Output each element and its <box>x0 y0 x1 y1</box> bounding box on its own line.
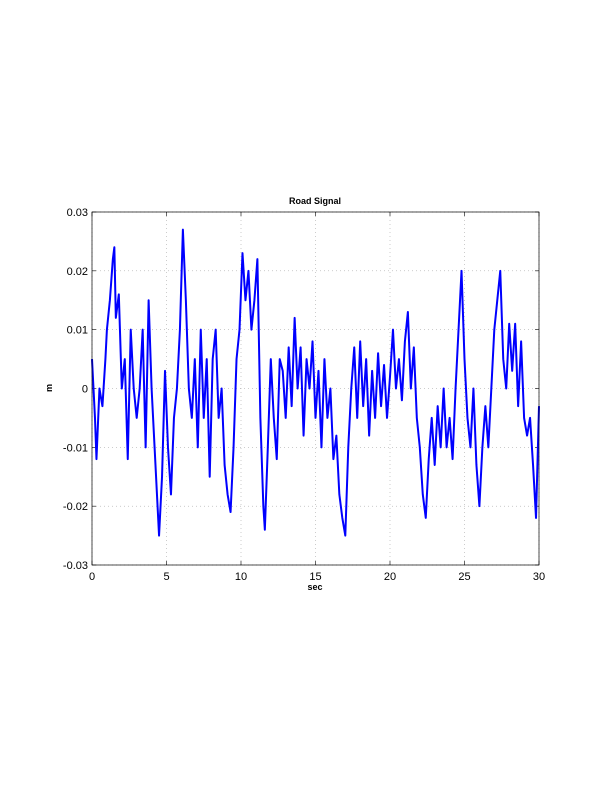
plot-frame <box>91 211 540 566</box>
y-tick-label: -0.03 <box>63 560 88 572</box>
x-axis-label: sec <box>307 582 322 592</box>
y-tick-label: 0 <box>82 384 88 396</box>
y-axis-label: m <box>44 384 54 392</box>
y-tick-label: 0.01 <box>67 325 88 337</box>
x-tick-label: 10 <box>235 571 247 583</box>
x-tick-label: 25 <box>458 571 470 583</box>
x-tick-label: 5 <box>163 571 169 583</box>
y-tick-label: -0.02 <box>63 501 88 513</box>
data-line <box>91 228 540 537</box>
x-tick-label: 0 <box>89 571 95 583</box>
y-tick-label: -0.01 <box>63 442 88 454</box>
x-tick-label: 30 <box>533 571 545 583</box>
chart-title: Road Signal <box>289 196 341 206</box>
y-tick-label: 0.02 <box>67 266 88 278</box>
x-tick-label: 20 <box>384 571 396 583</box>
x-tick-label: 15 <box>309 571 321 583</box>
y-tick-label: 0.03 <box>67 207 88 219</box>
